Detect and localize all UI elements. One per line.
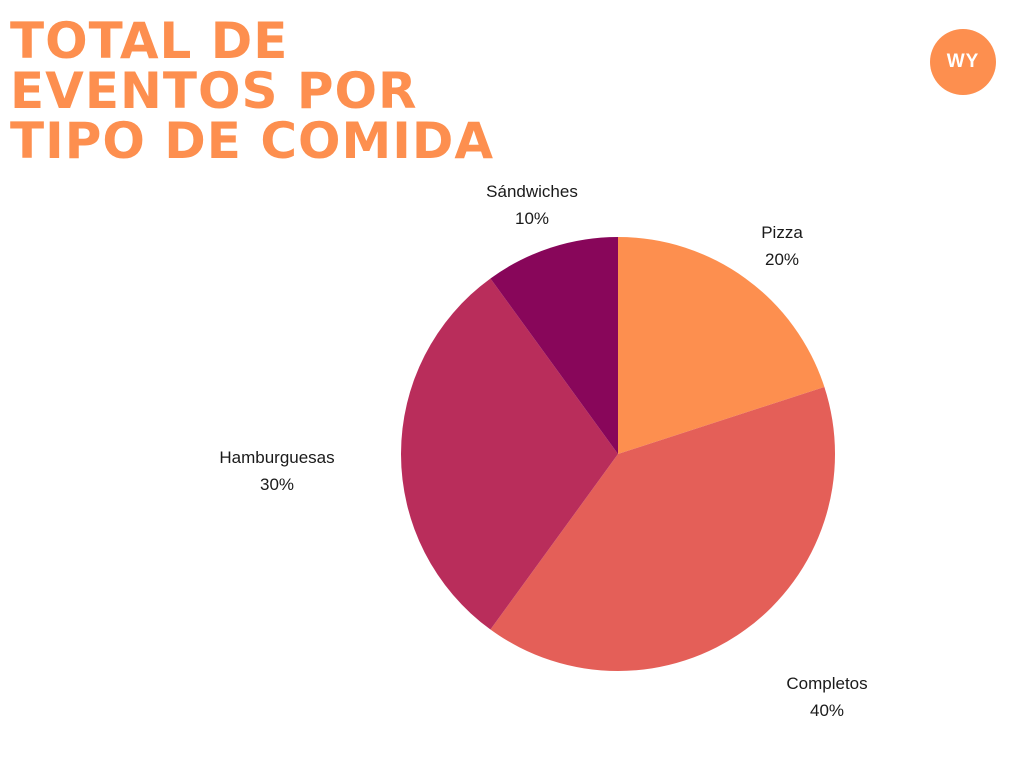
slice-label-hamburguesas: Hamburguesas [219, 448, 334, 467]
pie-slice-hamburguesas [400, 278, 618, 630]
title-line-1: TOTAL DE [10, 12, 289, 70]
slice-label-sandwiches: Sándwiches [486, 182, 578, 201]
title-line-3: TIPO DE COMIDA [10, 112, 495, 170]
pie-slice-completos [490, 386, 836, 672]
slice-value-sandwiches: 10% [515, 209, 549, 228]
page-title: TOTAL DE EVENTOS POR TIPO DE COMIDA [10, 16, 494, 166]
slice-value-hamburguesas: 30% [260, 475, 294, 494]
slice-label-completos: Completos [786, 674, 867, 693]
title-line-2: EVENTOS POR [10, 62, 418, 120]
pie-slice-pizza [618, 237, 825, 454]
slice-value-completos: 40% [810, 701, 844, 720]
slice-label-pizza: Pizza [761, 223, 803, 242]
pie-slice-sandwiches [490, 237, 618, 454]
author-badge: WY [930, 29, 996, 95]
slice-value-pizza: 20% [765, 250, 799, 269]
